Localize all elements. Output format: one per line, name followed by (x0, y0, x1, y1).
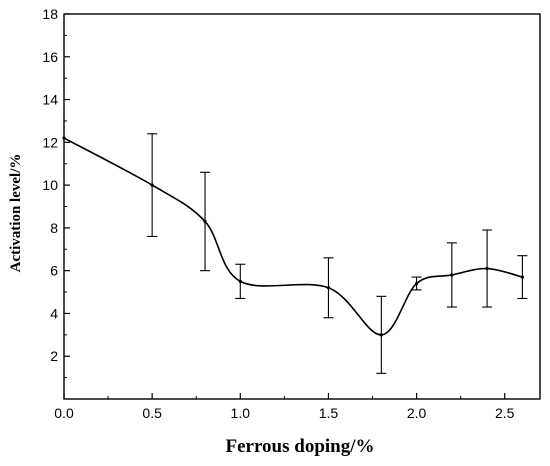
x-tick-label-4: 2.0 (407, 405, 427, 421)
x-axis-tick-labels: 0.0 0.5 1.0 1.5 2.0 2.5 (54, 405, 514, 421)
data-point-7 (450, 273, 454, 277)
data-point-8 (485, 266, 489, 271)
y-tick-label-1: 4 (50, 305, 58, 321)
y-tick-label-3: 8 (50, 220, 58, 236)
x-tick-label-2: 1.0 (231, 405, 251, 421)
error-bars (147, 133, 528, 374)
series-curve (63, 137, 523, 336)
data-point-4 (326, 286, 331, 290)
data-point-1 (150, 183, 154, 187)
y-tick-label-8: 18 (42, 6, 58, 22)
data-point-5 (379, 333, 383, 337)
y-tick-label-7: 16 (42, 49, 58, 65)
y-axis-title: Activation level/% (8, 154, 24, 273)
y-tick-label-5: 12 (42, 134, 58, 150)
y-tick-label-6: 14 (42, 92, 58, 108)
x-tick-label-0: 0.0 (54, 405, 74, 421)
x-tick-label-1: 0.5 (142, 405, 162, 421)
x-axis-ticks (63, 393, 506, 399)
y-tick-label-0: 2 (50, 348, 58, 364)
data-point-3 (238, 279, 242, 283)
data-points (62, 136, 524, 337)
x-tick-label-5: 2.5 (495, 405, 515, 421)
x-axis-title: Ferrous doping/% (225, 436, 374, 457)
plot-frame (63, 13, 541, 400)
y-tick-label-4: 10 (42, 177, 58, 193)
y-tick-label-2: 6 (50, 263, 58, 279)
y-axis-ticks (64, 13, 70, 379)
x-tick-label-3: 1.5 (319, 405, 339, 421)
data-point-2 (203, 219, 207, 224)
data-point-9 (520, 275, 524, 279)
data-point-6 (414, 281, 419, 286)
y-axis-tick-labels: 2 4 6 8 10 12 14 16 18 (42, 6, 58, 364)
